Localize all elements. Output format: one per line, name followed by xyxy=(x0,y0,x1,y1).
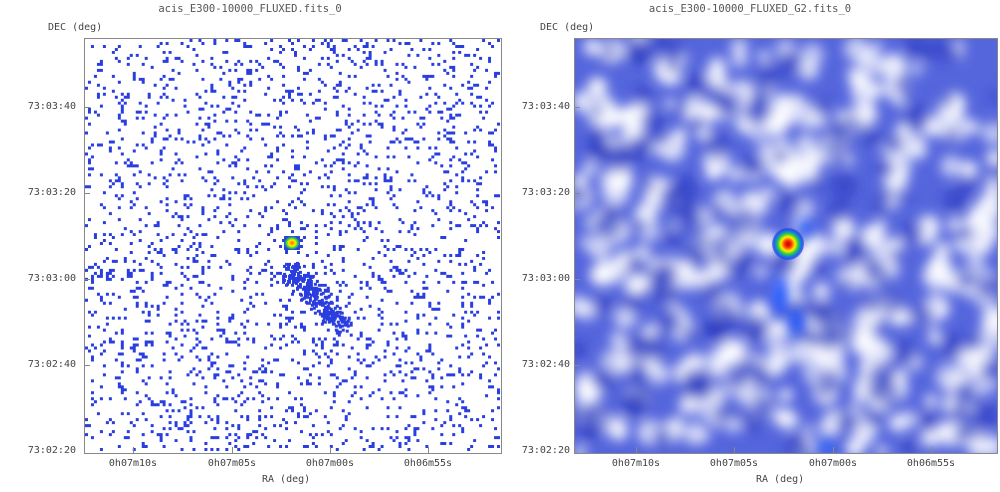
right-y-axis-label: DEC (deg) xyxy=(540,22,595,33)
left-y-tick xyxy=(84,107,90,108)
right-x-tick xyxy=(734,447,735,453)
right-y-tick xyxy=(574,193,580,194)
left-image-panel: acis_E300-10000_FLUXED.fits_0 DEC (deg) … xyxy=(27,3,502,485)
left-y-tick-label: 73:03:00 xyxy=(27,273,76,284)
left-panel-title: acis_E300-10000_FLUXED.fits_0 xyxy=(158,3,342,15)
right-x-tick xyxy=(931,447,932,453)
left-event-image xyxy=(85,39,501,452)
right-y-tick xyxy=(574,279,580,280)
left-y-tick-label: 73:02:20 xyxy=(27,445,76,456)
left-x-tick xyxy=(330,447,331,453)
left-y-tick xyxy=(84,365,90,366)
right-x-tick-label: 0h07m10s xyxy=(611,458,661,469)
left-x-tick-label: 0h06m55s xyxy=(403,458,453,469)
right-y-tick xyxy=(574,107,580,108)
right-x-tick xyxy=(636,447,637,453)
right-smoothed-image xyxy=(575,39,997,453)
left-y-tick xyxy=(84,279,90,280)
right-y-tick xyxy=(574,365,580,366)
right-x-axis-label: RA (deg) xyxy=(756,474,805,485)
left-y-axis-label: DEC (deg) xyxy=(48,22,103,33)
left-y-tick-label: 73:02:40 xyxy=(27,359,76,370)
left-y-tick-label: 73:03:40 xyxy=(27,101,76,112)
right-x-tick-label: 0h07m05s xyxy=(709,458,759,469)
right-y-tick-label: 73:03:40 xyxy=(521,101,570,112)
left-x-axis-label: RA (deg) xyxy=(262,474,311,485)
left-x-tick-label: 0h07m10s xyxy=(108,458,158,469)
right-image-panel: acis_E300-10000_FLUXED_G2.fits_0 DEC (de… xyxy=(500,0,1000,492)
right-x-tick-label: 0h07m00s xyxy=(808,458,858,469)
right-source xyxy=(772,228,804,260)
right-image-frame[interactable] xyxy=(574,38,998,454)
left-x-tick xyxy=(232,447,233,453)
left-x-tick-label: 0h07m00s xyxy=(305,458,355,469)
left-x-tick xyxy=(133,447,134,453)
left-image-frame[interactable] xyxy=(84,38,502,454)
left-source xyxy=(284,236,300,250)
right-x-tick-label: 0h06m55s xyxy=(906,458,956,469)
left-y-tick xyxy=(84,193,90,194)
right-y-tick-label: 73:02:20 xyxy=(521,445,570,456)
right-y-tick-label: 73:03:20 xyxy=(521,187,570,198)
right-y-tick-label: 73:03:00 xyxy=(521,273,570,284)
right-arc-feature xyxy=(773,221,835,453)
left-x-tick-label: 0h07m05s xyxy=(207,458,257,469)
left-y-tick-label: 73:03:20 xyxy=(27,187,76,198)
right-panel-title: acis_E300-10000_FLUXED_G2.fits_0 xyxy=(648,3,852,15)
right-y-tick-label: 73:02:40 xyxy=(521,359,570,370)
right-x-tick xyxy=(833,447,834,453)
left-x-tick xyxy=(428,447,429,453)
